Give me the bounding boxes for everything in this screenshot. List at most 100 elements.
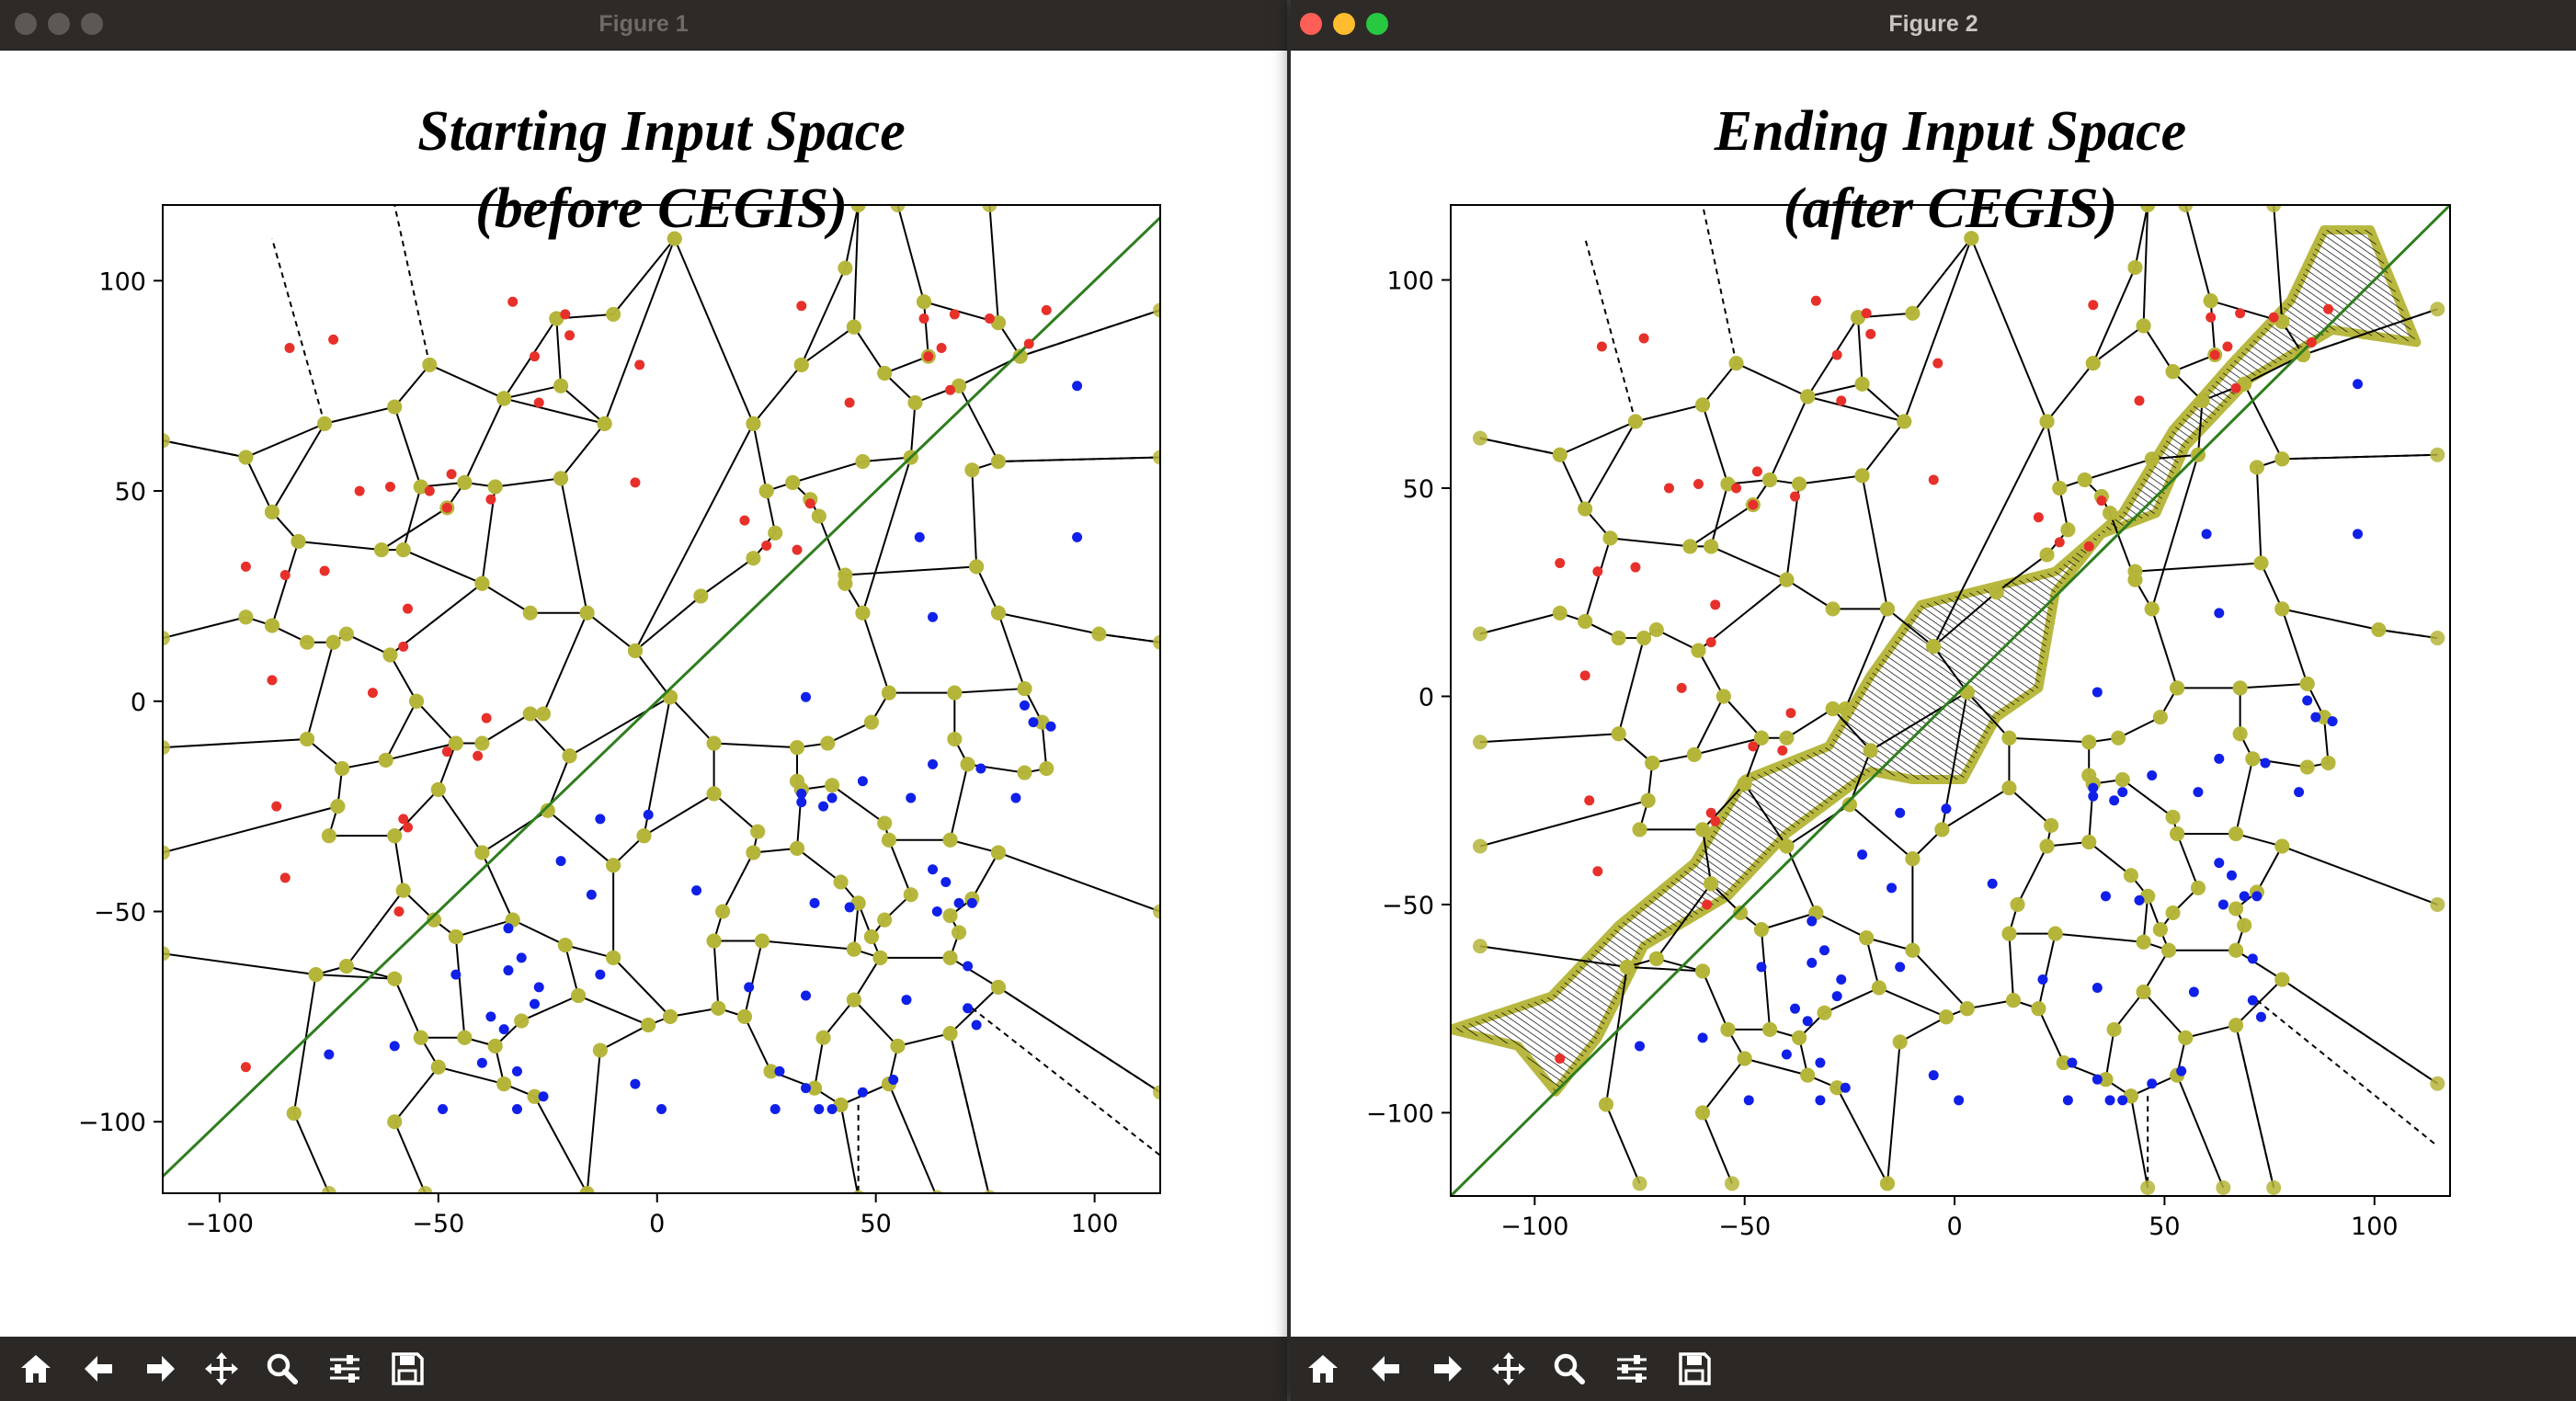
voronoi-edge <box>306 642 335 740</box>
voronoi-vertex <box>1640 792 1656 808</box>
voronoi-vertex <box>2103 506 2118 521</box>
voronoi-vertex <box>553 471 569 486</box>
voronoi-edge <box>1785 708 1834 739</box>
voronoi-vertex <box>1879 1176 1895 1191</box>
voronoi-ridge-dashed <box>997 456 1160 463</box>
voronoi-edge <box>713 742 798 749</box>
voronoi-edge <box>1807 395 1905 423</box>
blue-point <box>2092 1074 2103 1085</box>
window-titlebar[interactable]: Figure 2 <box>1291 0 2576 51</box>
blue-point <box>801 1083 812 1094</box>
voronoi-edge <box>1970 237 2048 422</box>
red-point <box>804 498 815 509</box>
home-button[interactable] <box>11 1344 61 1394</box>
minimize-icon[interactable] <box>1333 13 1355 35</box>
voronoi-vertex <box>863 928 879 944</box>
close-icon[interactable] <box>15 13 37 35</box>
voronoi-vertex <box>2144 601 2160 617</box>
blue-point <box>2214 608 2225 619</box>
blue-point <box>2327 716 2338 727</box>
voronoi-edge <box>512 918 566 947</box>
voronoi-vertex <box>1472 735 1487 750</box>
voronoi-edge <box>949 764 969 840</box>
voronoi-edge <box>997 851 1160 913</box>
voronoi-vertex <box>990 454 1006 470</box>
blue-point <box>857 1087 868 1098</box>
voronoi-edge <box>1617 637 1646 735</box>
voronoi-edge <box>792 461 863 484</box>
blue-point <box>1756 962 1767 973</box>
voronoi-vertex <box>811 508 826 524</box>
pan-button[interactable] <box>1484 1344 1533 1394</box>
voronoi-vertex <box>373 542 389 558</box>
red-point <box>1928 474 1939 485</box>
arrow-left-icon <box>85 1356 112 1382</box>
voronoi-vertex <box>942 832 958 848</box>
voronoi-ridge-dashed <box>271 238 326 425</box>
voronoi-vertex <box>457 1030 473 1045</box>
blue-point <box>1697 1032 1708 1043</box>
blue-point <box>1836 974 1847 985</box>
plot-title-line-2: (after CEGIS) <box>1784 177 2117 240</box>
window-titlebar[interactable]: Figure 1 <box>0 0 1287 51</box>
voronoi-vertex <box>592 1042 608 1058</box>
voronoi-vertex <box>2232 680 2248 696</box>
voronoi-edge <box>560 478 588 613</box>
blue-point <box>324 1049 335 1060</box>
voronoi-edge <box>560 384 606 425</box>
home-button[interactable] <box>1298 1344 1348 1394</box>
save-button[interactable] <box>1670 1344 1719 1394</box>
y-tick-label: 0 <box>131 689 146 717</box>
back-button[interactable] <box>74 1344 123 1394</box>
red-point <box>441 746 452 757</box>
blue-point <box>2247 995 2258 1006</box>
voronoi-vertex <box>907 395 923 410</box>
voronoi-vertex <box>1879 601 1895 617</box>
voronoi-edge <box>1861 383 1905 423</box>
blue-point <box>801 990 812 1001</box>
voronoi-edge <box>2092 325 2145 364</box>
minimize-icon[interactable] <box>48 13 70 35</box>
forward-button[interactable] <box>1423 1344 1473 1394</box>
blue-point <box>2117 787 2128 798</box>
voronoi-edge <box>814 1037 825 1088</box>
voronoi-vertex <box>960 757 975 772</box>
voronoi-vertex <box>409 693 425 709</box>
voronoi-edge <box>454 936 466 1038</box>
voronoi-vertex <box>382 647 398 663</box>
x-tick-label: −100 <box>1500 1213 1568 1241</box>
voronoi-edge <box>861 457 912 614</box>
blue-point <box>1857 849 1868 860</box>
save-button[interactable] <box>382 1344 432 1394</box>
voronoi-edge <box>437 789 484 854</box>
zoom-button[interactable] <box>257 1344 307 1394</box>
voronoi-edge <box>796 848 842 883</box>
configure-subplots-button[interactable] <box>320 1344 370 1394</box>
voronoi-vertex <box>758 484 774 499</box>
back-button[interactable] <box>1361 1344 1410 1394</box>
forward-button[interactable] <box>136 1344 186 1394</box>
configure-subplots-button[interactable] <box>1607 1344 1657 1394</box>
voronoi-vertex <box>1792 1030 1807 1045</box>
zoom-window-icon[interactable] <box>81 13 103 35</box>
voronoi-edge <box>888 839 912 895</box>
voronoi-edge <box>2172 354 2216 373</box>
plot-canvas[interactable]: Ending Input Space (after CEGIS) −100 −50 0 5… <box>1291 51 2576 1337</box>
plot-canvas[interactable]: Starting Input Space (before CEGIS) −100 −5… <box>0 51 1287 1337</box>
pan-button[interactable] <box>197 1344 246 1394</box>
voronoi-vertex <box>2216 1179 2231 1195</box>
voronoi-vertex <box>2039 547 2055 563</box>
voronoi-vertex <box>942 908 958 924</box>
home-icon <box>21 1355 51 1383</box>
zoom-window-icon[interactable] <box>1366 13 1388 35</box>
close-icon[interactable] <box>1300 13 1322 35</box>
voronoi-edge <box>800 268 847 366</box>
voronoi-vertex <box>2320 755 2336 770</box>
voronoi-vertex <box>395 883 411 898</box>
voronoi-edge <box>752 364 803 425</box>
voronoi-vertex <box>2274 838 2290 854</box>
voronoi-edge <box>669 1007 719 1018</box>
red-point <box>2222 341 2233 352</box>
voronoi-vertex <box>448 735 463 751</box>
zoom-button[interactable] <box>1544 1344 1594 1394</box>
